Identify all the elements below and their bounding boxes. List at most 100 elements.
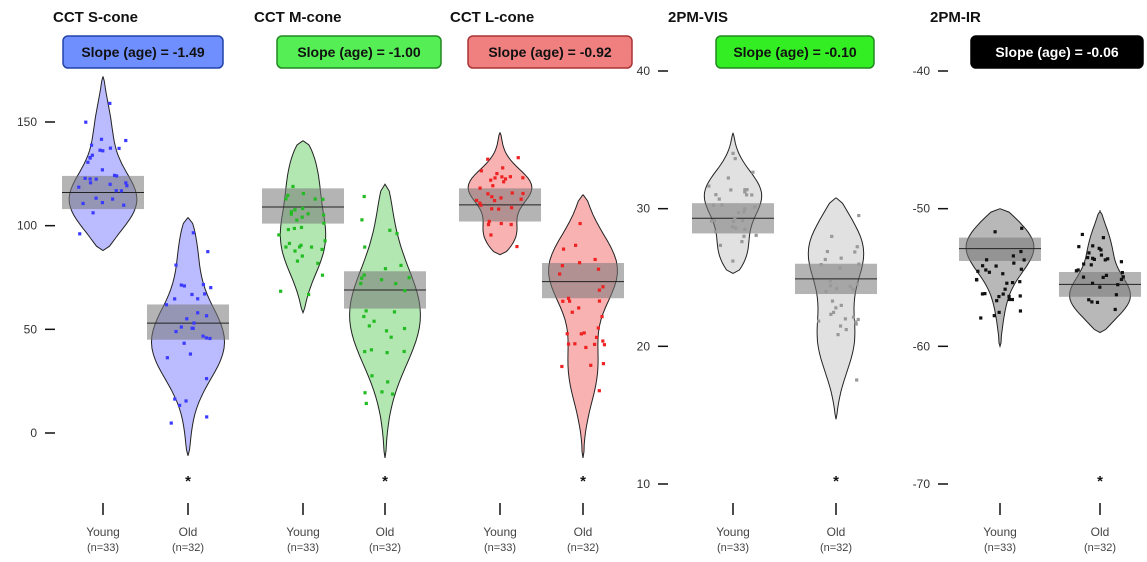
y-tick-label: 10 (637, 477, 651, 491)
data-point (284, 197, 288, 201)
data-point (844, 327, 848, 332)
ci-band-old (542, 262, 624, 299)
data-point (190, 292, 194, 297)
data-point (1098, 285, 1102, 289)
data-point (83, 176, 87, 180)
y-tick-label: -50 (913, 202, 931, 216)
data-point (1101, 275, 1105, 280)
data-point (521, 176, 525, 180)
data-point (100, 201, 105, 205)
data-point (204, 314, 209, 318)
data-point (1103, 258, 1107, 262)
data-point (322, 221, 326, 225)
data-point (91, 211, 95, 215)
violin-old (548, 194, 618, 458)
data-point (740, 219, 745, 223)
data-point (402, 349, 406, 354)
data-point (855, 378, 859, 382)
data-point (573, 243, 578, 247)
data-point (561, 247, 566, 251)
data-point (306, 212, 310, 216)
data-point (709, 219, 714, 223)
data-point (174, 329, 178, 334)
data-point (403, 289, 407, 293)
data-point (395, 231, 399, 236)
data-point (1074, 269, 1079, 273)
data-point (386, 380, 390, 384)
data-point (593, 257, 597, 262)
data-point (165, 356, 169, 360)
panel-title: CCT M-cone (254, 9, 342, 26)
panel-title: CCT L-cone (450, 9, 534, 26)
data-point (173, 397, 177, 401)
data-point (201, 282, 206, 287)
category-label: Young (86, 525, 120, 539)
data-point (856, 317, 860, 322)
sample-size-label: (n=32) (1084, 542, 1116, 554)
data-point (125, 184, 129, 188)
data-point (360, 218, 364, 222)
data-point (94, 196, 98, 200)
data-point (1091, 244, 1095, 248)
data-point (322, 213, 326, 217)
data-point (1090, 300, 1094, 304)
data-point (573, 342, 577, 346)
data-point (301, 206, 305, 211)
data-point (94, 177, 98, 181)
panel-4: 2PM-IR Slope (age) = -0.06 -70 -60 -50 -40 You… (913, 9, 1144, 554)
data-point (516, 156, 520, 160)
data-point (510, 191, 514, 195)
data-point (101, 149, 105, 153)
data-point (289, 210, 293, 214)
data-point (205, 415, 209, 419)
data-point (500, 175, 504, 179)
data-point (577, 261, 582, 265)
data-point (707, 184, 711, 188)
data-point (566, 342, 571, 346)
category-label: Old (1091, 525, 1110, 539)
data-point (733, 157, 737, 161)
data-point (277, 233, 281, 237)
sample-size-label: (n=32) (369, 542, 401, 554)
data-point (479, 203, 483, 207)
data-point (384, 329, 389, 333)
data-point (1003, 287, 1007, 291)
data-point (394, 282, 398, 286)
slope-badge (467, 35, 633, 69)
data-point (1120, 270, 1124, 275)
data-point (1114, 293, 1118, 297)
data-point (751, 170, 755, 174)
data-point (578, 221, 582, 226)
data-point (201, 334, 205, 338)
data-point (718, 243, 723, 247)
data-point (731, 219, 735, 224)
data-point (119, 189, 124, 193)
data-point (1092, 257, 1096, 261)
data-point (84, 120, 88, 124)
data-point (124, 138, 128, 143)
data-point (492, 199, 497, 203)
data-point (379, 278, 384, 282)
data-point (90, 153, 94, 157)
data-point (100, 168, 104, 172)
data-point (363, 391, 367, 395)
data-point (99, 137, 104, 141)
data-point (299, 243, 303, 247)
data-point (979, 316, 983, 320)
data-point (853, 250, 857, 254)
data-point (743, 227, 747, 231)
data-point (297, 245, 302, 249)
data-point (286, 193, 290, 198)
data-point (320, 247, 324, 252)
data-point (383, 267, 388, 271)
sample-size-label: (n=32) (172, 542, 204, 554)
data-point (597, 389, 601, 393)
significance-marker: * (1097, 473, 1103, 490)
data-point (300, 254, 304, 258)
data-point (592, 342, 597, 346)
panel-3: 2PM-VIS Slope (age) = -0.10 10 20 30 40 Young (… (637, 9, 877, 554)
data-point (830, 299, 835, 303)
data-point (838, 266, 842, 270)
data-point (1012, 261, 1016, 265)
